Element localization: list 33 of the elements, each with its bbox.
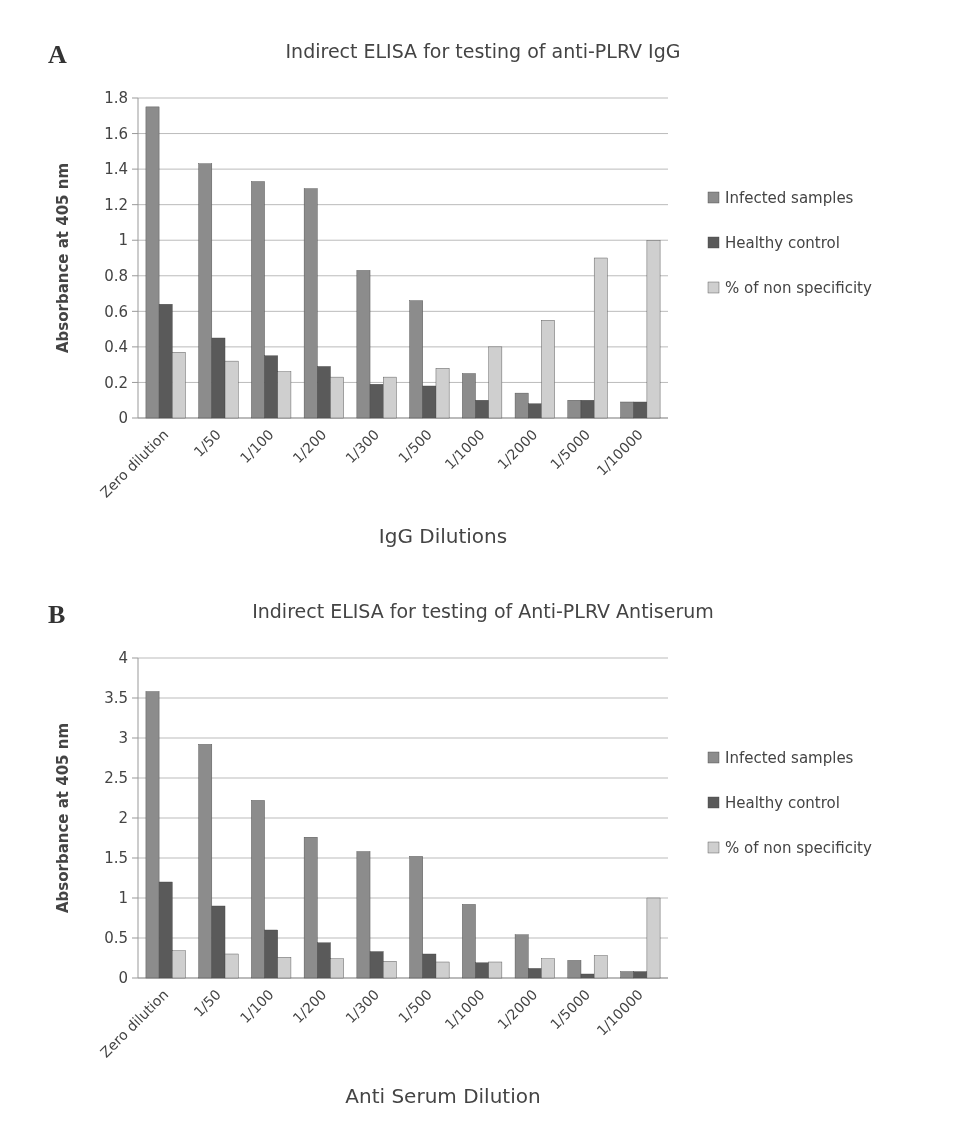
y-tick-label: 1.2	[104, 195, 128, 214]
text: B	[48, 600, 66, 629]
y-tick-label: 0	[118, 969, 128, 988]
chart-title: Indirect ELISA for testing of Anti-PLRV Antiserum	[252, 600, 714, 622]
y-tick-label: 1.8	[104, 89, 128, 108]
legend-label: Healthy control	[725, 234, 840, 253]
legend-label: % of non specificity	[725, 279, 872, 298]
y-axis-title: Absorbance at 405 nm	[54, 162, 72, 354]
chart-title: Indirect ELISA for testing of anti-PLRV IgG	[285, 40, 681, 62]
legend-label: % of non specificity	[725, 839, 872, 858]
legend-label: Healthy control	[725, 794, 840, 813]
y-tick-label: 2	[118, 809, 128, 828]
y-tick-label: 2.5	[104, 769, 128, 788]
text: A	[48, 40, 67, 69]
y-tick-label: 4	[118, 649, 128, 668]
y-tick-label: 3	[118, 729, 128, 748]
x-axis-title: IgG Dilutions	[378, 524, 508, 548]
y-tick-label: 0	[118, 409, 128, 428]
y-tick-label: 1	[118, 231, 128, 250]
y-tick-label: 3.5	[104, 689, 128, 708]
y-tick-label: 1.5	[104, 849, 128, 868]
legend-label: Infected samples	[725, 749, 854, 768]
y-tick-label: 0.5	[104, 929, 128, 948]
y-tick-label: 0.8	[104, 267, 128, 286]
y-tick-label: 0.2	[104, 373, 128, 392]
y-tick-label: 1.4	[104, 160, 128, 179]
x-axis-title: Anti Serum Dilution	[345, 1084, 541, 1108]
y-tick-label: 0.6	[104, 302, 128, 321]
y-axis-title: Absorbance at 405 nm	[54, 722, 72, 914]
y-tick-label: 0.4	[104, 338, 128, 357]
legend-label: Infected samples	[725, 189, 854, 208]
y-tick-label: 1	[118, 889, 128, 908]
y-tick-label: 1.6	[104, 124, 128, 143]
